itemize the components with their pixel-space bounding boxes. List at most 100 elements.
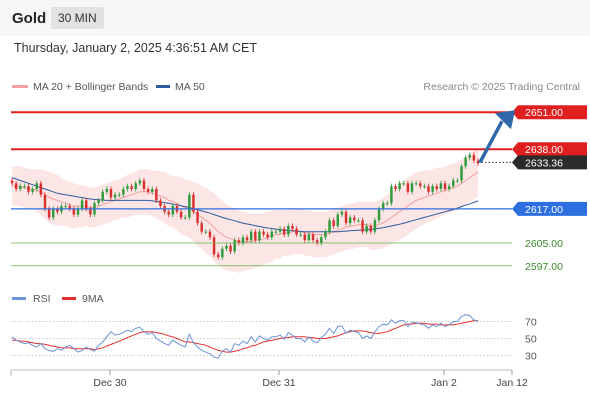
legend-swatch-9ma [62, 297, 76, 300]
candle [89, 208, 92, 215]
legend-swatch-ma50 [156, 85, 170, 88]
candle [381, 203, 385, 209]
candle [423, 186, 426, 188]
candle [188, 194, 191, 218]
candle [278, 228, 282, 232]
candle [138, 180, 142, 184]
candle [101, 191, 104, 201]
candle [435, 186, 438, 189]
rsi-panel: 70 50 30 [11, 314, 537, 363]
candle [460, 166, 463, 181]
candle [472, 154, 476, 161]
candle [212, 237, 216, 255]
candle [456, 180, 459, 182]
candle [27, 186, 30, 192]
candle [439, 183, 443, 189]
candle [241, 237, 245, 244]
candle [406, 183, 410, 192]
rsi-line [11, 314, 479, 359]
legend-swatch-bollinger [12, 85, 28, 88]
timeframe-badge[interactable]: 30 MIN [51, 7, 104, 29]
candle [254, 231, 257, 241]
x-tick-label: Dec 31 [262, 377, 295, 389]
candle [216, 254, 220, 258]
candle [287, 225, 290, 235]
candle [167, 211, 170, 215]
candle [130, 186, 133, 189]
candle [361, 220, 364, 232]
candle [447, 186, 451, 189]
candle [97, 200, 100, 204]
candle [76, 208, 80, 215]
candle [196, 211, 199, 224]
candle [307, 234, 311, 241]
candle [324, 231, 327, 238]
candle [386, 203, 389, 205]
candle [336, 214, 340, 226]
candle [282, 228, 286, 235]
candle [468, 154, 471, 158]
candle [353, 217, 356, 221]
candle [43, 194, 47, 209]
x-tick-label: Dec 30 [93, 377, 126, 389]
candle [443, 183, 447, 189]
candle [159, 200, 162, 207]
candle [126, 186, 129, 189]
candle [113, 194, 117, 198]
rsi-9ma-line [12, 320, 478, 353]
candle [237, 240, 241, 244]
x-tick-label: Jan 12 [496, 377, 528, 389]
candle [150, 189, 154, 192]
candle [419, 183, 422, 187]
candle [221, 248, 224, 258]
candle [348, 217, 352, 224]
candle [328, 220, 331, 232]
candle [344, 211, 348, 224]
last-price-label: 2633.36 [525, 157, 563, 169]
candle [109, 189, 113, 198]
candle [452, 180, 455, 187]
datetime-label: Thursday, January 2, 2025 4:36:51 AM CET [14, 41, 257, 55]
candle [179, 211, 183, 218]
candle [35, 183, 38, 189]
bollinger-band [12, 147, 478, 273]
candle [291, 225, 294, 229]
rsi-tick-label: 30 [525, 351, 537, 363]
candle [311, 234, 315, 241]
candle [122, 189, 125, 195]
level-label: 2651.00 [525, 107, 563, 119]
candle [80, 200, 84, 209]
rsi-tick-label: 50 [525, 334, 537, 346]
candle [357, 220, 360, 222]
candle [10, 180, 14, 184]
candle [183, 217, 187, 219]
legend-swatch-rsi [12, 297, 26, 300]
candle [208, 231, 212, 238]
level-tag [512, 201, 587, 216]
last-price-tag [512, 155, 587, 170]
x-axis: Dec 30 Dec 31 Jan 2 Jan 12 [10, 369, 528, 389]
candle [315, 240, 319, 244]
candle [262, 231, 265, 235]
candle [427, 186, 430, 192]
projection-arrow [478, 120, 504, 164]
candle [373, 220, 377, 232]
candle [14, 183, 18, 189]
candle [200, 223, 203, 232]
instrument-title: Gold [12, 10, 47, 27]
candle [72, 208, 76, 215]
candle [229, 245, 232, 252]
candle [369, 225, 373, 232]
legend-rsi: RSI [33, 293, 51, 305]
legend-9ma: 9MA [82, 293, 104, 305]
level-tag [512, 105, 587, 120]
candle [464, 157, 467, 167]
candle [134, 183, 137, 189]
candle [52, 208, 55, 218]
candle [340, 211, 344, 215]
level-label: 2617.00 [525, 204, 563, 216]
ma50-line [11, 177, 479, 233]
copyright: Research © 2025 Trading Central [423, 81, 580, 93]
